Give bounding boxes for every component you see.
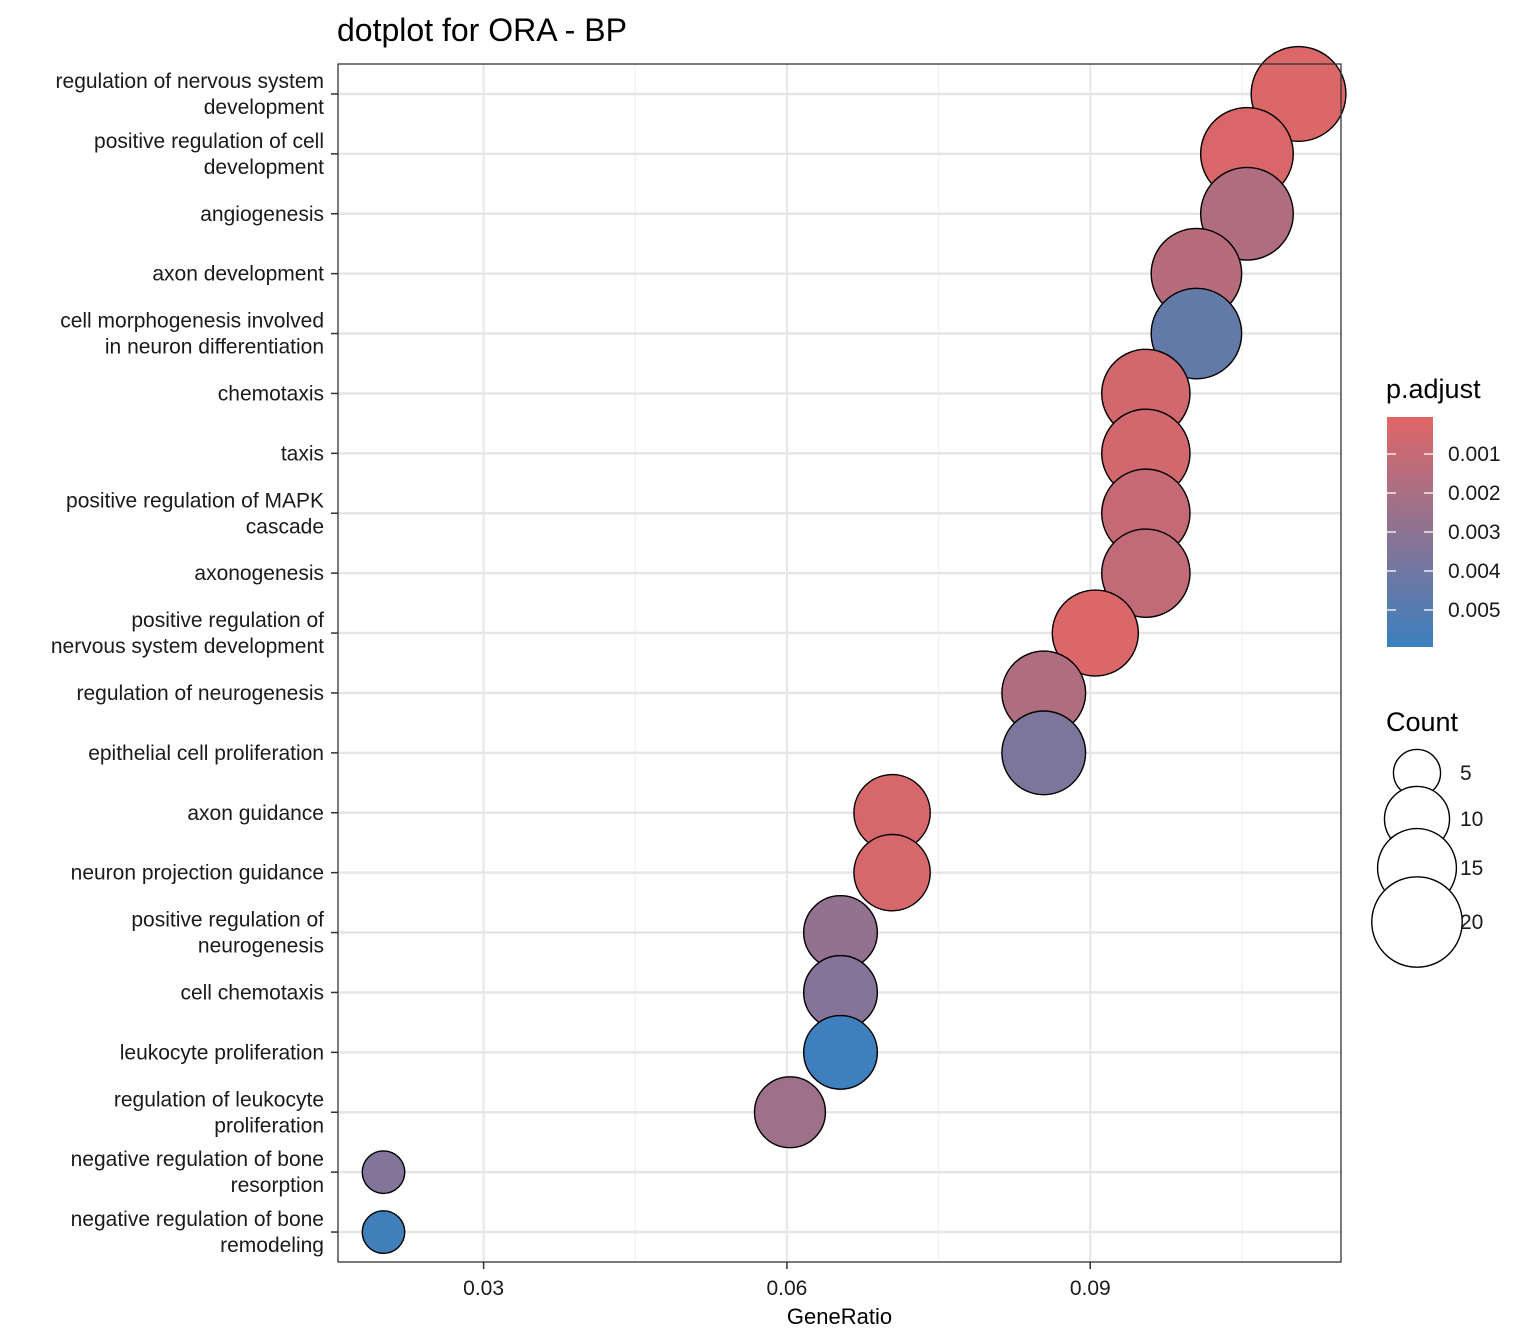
colorbar-tick-label: 0.004 [1448, 560, 1501, 583]
y-tick-label: angiogenesis [200, 203, 324, 226]
x-axis-label: GeneRatio [787, 1304, 892, 1329]
y-tick-label-line: chemotaxis [218, 382, 324, 405]
size-legend: Count 5 10 15 20 [1371, 707, 1483, 968]
plot-panel-border [337, 63, 1342, 1263]
y-tick-label: cell morphogenesis involved in neuron dif… [60, 310, 324, 359]
x-tick-label: 0.03 [463, 1277, 504, 1300]
y-tick-label: negative regulation of bone resorption [71, 1148, 324, 1197]
y-tick-label-line: resorption [231, 1174, 324, 1197]
y-tick-label-line: nervous system development [51, 635, 324, 658]
y-tick-label: cell chemotaxis [180, 981, 324, 1004]
y-tick-label-line: axon guidance [187, 802, 324, 825]
y-tick-label-line: in neuron differentiation [105, 336, 324, 359]
y-tick-label-line: positive regulation of MAPK [66, 489, 324, 512]
y-tick-label: axonogenesis [194, 562, 324, 585]
y-tick-label-line: regulation of nervous system [56, 70, 324, 93]
size-legend-title: Count [1386, 707, 1459, 737]
size-legend-label: 5 [1460, 762, 1472, 785]
y-tick-label: regulation of leukocyte proliferation [114, 1088, 324, 1137]
y-tick-label-line: neuron projection guidance [71, 862, 324, 885]
y-tick-label-line: negative regulation of bone [71, 1208, 324, 1231]
x-tick-label: 0.09 [1070, 1277, 1111, 1300]
data-point [1001, 710, 1087, 796]
y-tick-label-line: negative regulation of bone [71, 1148, 324, 1171]
y-tick-label: leukocyte proliferation [120, 1041, 324, 1064]
y-tick-label-line: proliferation [214, 1114, 324, 1137]
y-tick-label: positive regulation of cell development [94, 130, 324, 179]
data-point [853, 833, 931, 912]
data-points [361, 45, 1347, 1255]
y-tick-label-line: neurogenesis [198, 935, 324, 958]
colorbar-tick-label: 0.005 [1448, 599, 1501, 622]
y-tick-label-line: positive regulation of cell [94, 130, 324, 153]
y-tick-label: positive regulation of neurogenesis [131, 909, 324, 958]
color-legend: p.adjust 0.001 0.002 0.003 0.004 0.005 [1386, 374, 1501, 647]
y-tick-label: chemotaxis [218, 382, 324, 405]
y-tick-label-line: leukocyte proliferation [120, 1041, 324, 1064]
y-tick-label-line: cascade [246, 515, 324, 538]
data-point [753, 1076, 827, 1149]
data-point [1101, 528, 1191, 618]
y-tick-label-line: axon development [152, 263, 324, 286]
y-tick-label: neuron projection guidance [71, 862, 324, 885]
y-tick-label: taxis [281, 442, 324, 465]
y-tick-label: positive regulation of nervous system dev… [51, 609, 324, 658]
y-tick-label-line: regulation of neurogenesis [76, 682, 324, 705]
colorbar-tick-label: 0.002 [1448, 482, 1501, 505]
y-tick-label: axon development [152, 263, 324, 286]
chart-title: dotplot for ORA - BP [337, 12, 627, 48]
y-tick-label-line: regulation of leukocyte [114, 1088, 324, 1111]
y-tick-label-line: positive regulation of [131, 909, 324, 932]
size-legend-label: 20 [1460, 911, 1483, 934]
colorbar-tick-label: 0.003 [1448, 521, 1501, 544]
y-tick-label-line: cell chemotaxis [180, 981, 324, 1004]
y-tick-label: positive regulation of MAPK cascade [66, 489, 324, 538]
y-tick-label-line: epithelial cell proliferation [88, 742, 324, 765]
y-tick-label-line: axonogenesis [194, 562, 324, 585]
y-tick-label-line: taxis [281, 442, 324, 465]
y-tick-label: regulation of nervous system development [56, 70, 325, 119]
y-tick-label-line: development [204, 96, 324, 119]
y-tick-label-line: angiogenesis [200, 203, 324, 226]
y-tick-label-line: positive regulation of [131, 609, 324, 632]
y-tick-label: negative regulation of bone remodeling [71, 1208, 324, 1257]
size-legend-label: 10 [1460, 808, 1483, 831]
x-axis-ticks: 0.03 0.06 0.09 [463, 1262, 1111, 1300]
size-legend-label: 15 [1460, 857, 1483, 880]
data-point [361, 1150, 406, 1195]
data-point [1051, 589, 1140, 677]
y-tick-label: axon guidance [187, 802, 324, 825]
data-point [802, 1014, 879, 1090]
y-tick-label-line: cell morphogenesis involved [60, 310, 324, 333]
y-tick-label: regulation of neurogenesis [76, 682, 324, 705]
color-legend-title: p.adjust [1386, 374, 1481, 404]
data-point [361, 1210, 406, 1255]
data-point [1150, 287, 1243, 380]
colorbar-tick-label: 0.001 [1448, 443, 1501, 466]
color-legend-ticks: 0.001 0.002 0.003 0.004 0.005 [1387, 443, 1501, 622]
size-legend-items: 5 10 15 20 [1371, 748, 1483, 968]
y-tick-label: epithelial cell proliferation [88, 742, 324, 765]
x-tick-label: 0.06 [766, 1277, 807, 1300]
size-legend-circle [1371, 876, 1463, 968]
y-tick-label-line: remodeling [220, 1234, 324, 1257]
y-tick-label-line: development [204, 156, 324, 179]
y-axis-labels: regulation of nervous system developmentp… [51, 70, 338, 1257]
